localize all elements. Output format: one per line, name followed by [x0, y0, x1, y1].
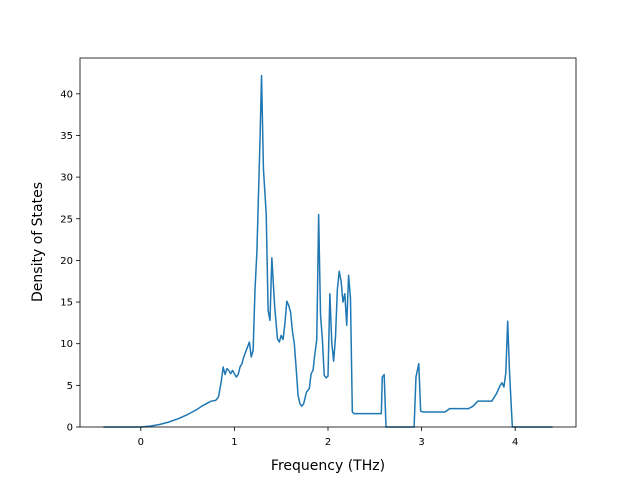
y-axis-title: Density of States	[30, 182, 46, 302]
y-tick-label: 20	[60, 256, 73, 267]
y-axis: 0 5 10 15 20 25 30 35 40	[60, 89, 80, 434]
x-tick-label: 3	[418, 437, 424, 448]
x-tick-label: 4	[512, 437, 518, 448]
dos-series-line-0	[103, 74, 553, 428]
x-tick-label: 1	[231, 437, 237, 448]
y-tick-label: 15	[60, 298, 73, 309]
x-tick-label: 2	[325, 437, 331, 448]
y-tick-label: 5	[67, 381, 73, 392]
x-axis-title: Frequency (THz)	[271, 458, 385, 474]
y-tick-label: 10	[60, 339, 73, 350]
y-tick-label: 30	[60, 173, 73, 184]
x-tick-label: 0	[138, 437, 144, 448]
y-tick-label: 40	[60, 89, 73, 100]
y-tick-label: 0	[67, 423, 73, 434]
y-tick-label: 25	[60, 214, 73, 225]
y-tick-label: 35	[60, 131, 73, 142]
x-axis: 0 1 2 3 4	[138, 427, 518, 448]
plot-area	[103, 74, 553, 428]
